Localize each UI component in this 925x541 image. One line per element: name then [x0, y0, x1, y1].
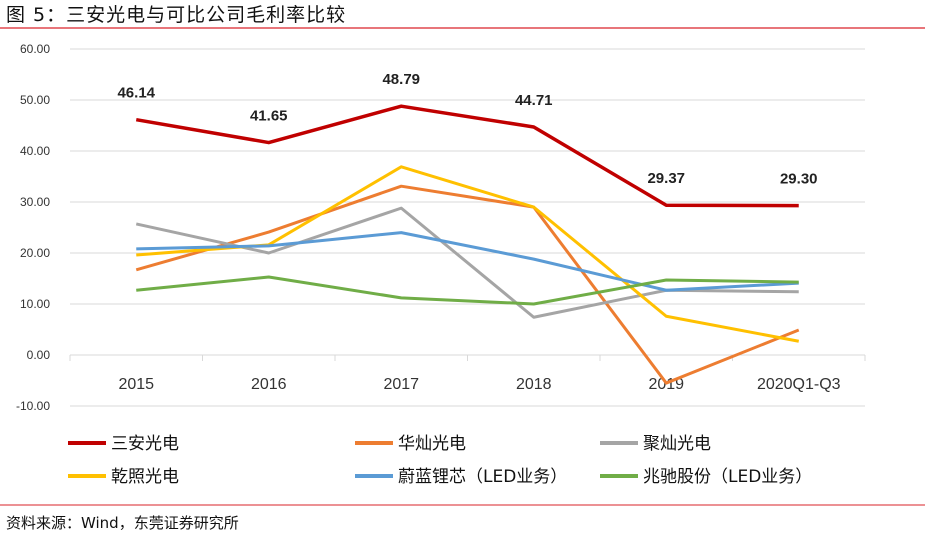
- series-line-3: [136, 165, 800, 343]
- y-tick-label: -10.00: [16, 399, 50, 413]
- data-label: 29.30: [780, 171, 818, 188]
- data-label: 29.37: [647, 170, 685, 187]
- source-note: 资料来源：Wind，东莞证券研究所: [6, 514, 239, 532]
- series-line-4: [136, 231, 799, 292]
- y-tick-label: 50.00: [20, 93, 50, 107]
- x-tick-label: 2015: [118, 376, 154, 393]
- y-tick-label: 20.00: [20, 246, 50, 260]
- y-tick-label: 30.00: [20, 195, 50, 209]
- x-tick-label: 2017: [383, 376, 419, 393]
- figure-title: 图 5：三安光电与可比公司毛利率比较: [6, 4, 347, 26]
- legend-label: 乾照光电: [111, 467, 179, 487]
- legend-label: 兆驰股份（LED业务）: [643, 467, 812, 487]
- data-label: 41.65: [250, 108, 288, 125]
- series-line-1: [135, 184, 800, 385]
- legend-label: 蔚蓝锂芯（LED业务）: [398, 467, 567, 487]
- x-tick-label: 2020Q1-Q3: [757, 376, 841, 393]
- legend-label: 华灿光电: [398, 434, 466, 454]
- series-line-0: [135, 104, 799, 208]
- y-tick-label: 40.00: [20, 144, 50, 158]
- x-tick-label: 2016: [251, 376, 287, 393]
- y-tick-label: 10.00: [20, 297, 50, 311]
- data-label: 48.79: [382, 71, 420, 88]
- series-line-5: [136, 275, 799, 306]
- legend-label: 三安光电: [111, 434, 179, 454]
- data-label: 46.14: [117, 85, 155, 102]
- y-tick-label: 0.00: [27, 348, 51, 362]
- legend-label: 聚灿光电: [643, 434, 711, 454]
- y-tick-label: 60.00: [20, 42, 50, 56]
- x-tick-label: 2018: [516, 376, 552, 393]
- data-label: 44.71: [515, 92, 553, 109]
